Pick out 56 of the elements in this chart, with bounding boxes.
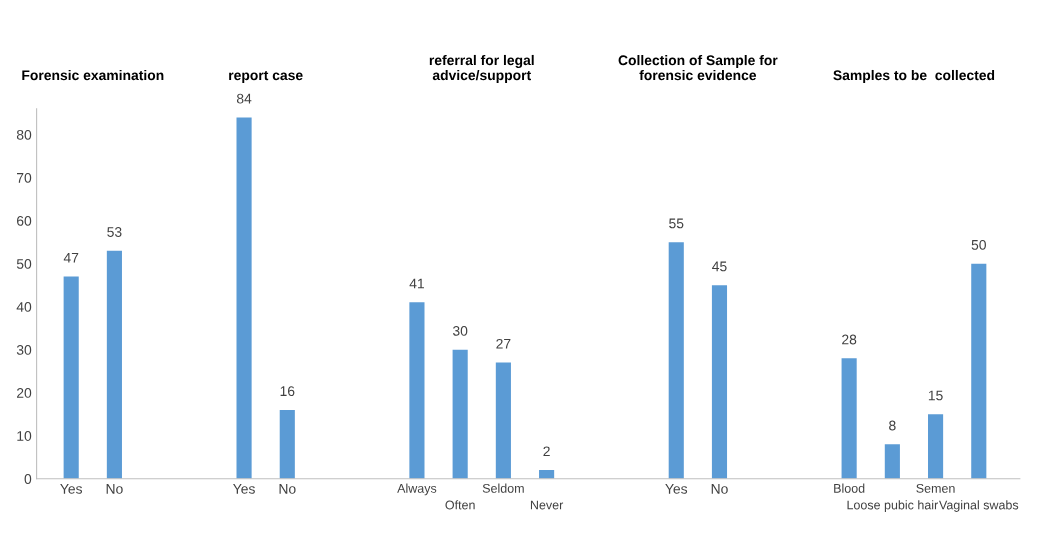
y-tick-label: 10 [17, 431, 32, 441]
bar [539, 470, 555, 479]
data-label: 16 [280, 386, 295, 397]
y-tick-label: 70 [17, 172, 32, 183]
y-tick-label: 60 [17, 215, 32, 226]
bar [971, 263, 987, 479]
x-tick-label: Always [397, 483, 437, 496]
bar [884, 444, 900, 479]
y-tick-label: 50 [16, 258, 32, 269]
y-tick-label: 20 [17, 388, 32, 398]
x-tick-label: Loose pubic hair [847, 500, 939, 512]
data-label: 41 [409, 278, 424, 289]
y-tick-label: 80 [16, 129, 32, 140]
y-tick-label: 0 [24, 474, 32, 484]
text: Forensic examination [22, 69, 164, 81]
bar [711, 285, 728, 479]
x-tick-label: Semen [916, 483, 955, 493]
data-label: 28 [842, 334, 857, 345]
x-tick-label: Yes [665, 484, 688, 494]
x-tick-label: No [106, 484, 123, 494]
x-tick-label: Yes [233, 484, 255, 494]
data-label: 53 [107, 227, 122, 237]
x-tick-label: No [279, 484, 296, 494]
data-label: 84 [236, 93, 252, 104]
bar [279, 409, 295, 479]
y-tick-label: 40 [16, 302, 32, 312]
y-tick-label: 30 [16, 345, 32, 355]
bar [841, 358, 857, 479]
text: referral for legal advice/support [429, 54, 534, 83]
x-tick-label: Seldom [482, 483, 524, 493]
text: report case [229, 70, 303, 83]
bar [668, 242, 684, 479]
data-label: 45 [712, 261, 727, 272]
x-tick-label: Often [445, 500, 475, 510]
data-label: 50 [971, 239, 986, 250]
bar [928, 414, 944, 479]
x-tick-label: Never [530, 500, 564, 510]
bar [106, 250, 122, 479]
bar [495, 362, 511, 479]
data-label: 55 [669, 218, 684, 229]
x-tick-label: Vaginal swabs [939, 500, 1019, 512]
bar [452, 349, 468, 479]
text: Samples to be collected [833, 69, 995, 83]
x-tick-label: No [711, 484, 728, 494]
x-tick-label: Blood [834, 483, 865, 493]
bar [409, 302, 425, 479]
x-tick-label: Yes [60, 484, 83, 494]
data-label: 30 [452, 325, 468, 336]
data-label: 8 [889, 420, 896, 431]
bar [63, 276, 79, 479]
data-label: 47 [63, 253, 79, 263]
data-label: 15 [928, 390, 943, 401]
bar [236, 117, 252, 479]
data-label: 27 [496, 338, 511, 349]
data-label: 2 [543, 446, 550, 457]
text: Collection of Sample for forensic evidence [618, 55, 778, 81]
